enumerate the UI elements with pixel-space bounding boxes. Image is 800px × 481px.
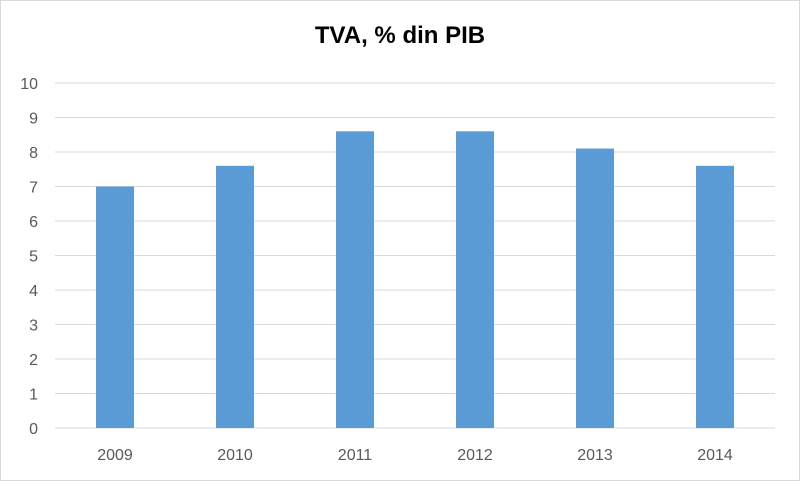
bar-2010 xyxy=(216,165,254,429)
x-tick-label: 2010 xyxy=(217,447,253,464)
bar-2012 xyxy=(456,131,494,429)
bar-2014 xyxy=(696,165,734,429)
chart-title: TVA, % din PIB xyxy=(314,22,486,49)
y-tick-label: 2 xyxy=(29,352,38,369)
y-axis-ticks: 0 1 2 3 4 5 6 7 8 9 10 xyxy=(20,76,38,438)
x-tick-label: 2014 xyxy=(697,447,733,464)
x-tick-label: 2009 xyxy=(97,447,133,464)
gridlines xyxy=(55,82,775,429)
y-tick-label: 3 xyxy=(29,318,38,335)
y-tick-label: 6 xyxy=(29,214,38,231)
x-tick-label: 2013 xyxy=(577,447,613,464)
y-tick-label: 1 xyxy=(29,387,38,404)
y-tick-label: 5 xyxy=(29,249,38,266)
y-tick-label: 4 xyxy=(29,283,38,300)
x-tick-label: 2011 xyxy=(338,447,373,464)
bar-2011 xyxy=(336,131,374,429)
x-tick-label: 2012 xyxy=(457,447,493,464)
bar-2009 xyxy=(96,186,134,428)
y-tick-label: 8 xyxy=(29,145,38,162)
bar-2013 xyxy=(576,148,614,429)
bars xyxy=(96,131,734,429)
y-tick-label: 9 xyxy=(29,111,38,128)
y-tick-label: 7 xyxy=(29,180,38,197)
x-axis-ticks: 2009 2010 2011 2012 2013 2014 xyxy=(97,447,733,464)
y-tick-label: 0 xyxy=(29,421,38,438)
y-tick-label: 10 xyxy=(20,76,38,93)
